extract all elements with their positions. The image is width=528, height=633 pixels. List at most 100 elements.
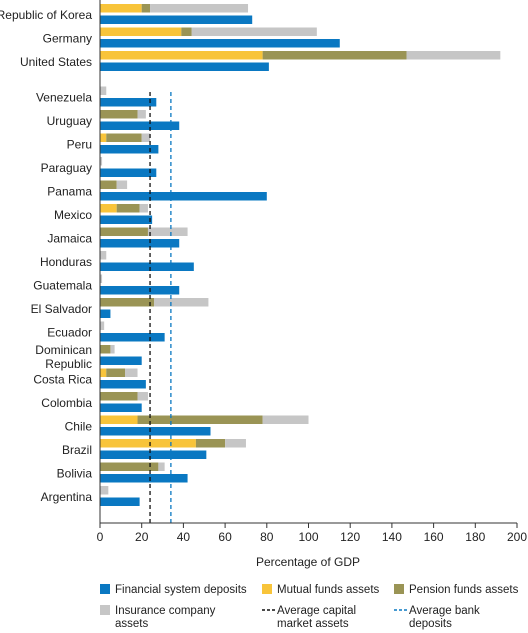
bar-deposits-brazil bbox=[100, 450, 207, 459]
legend-swatch-deposits bbox=[100, 584, 110, 594]
bar-deposits-mexico bbox=[100, 215, 153, 224]
legend-swatch-mutual bbox=[262, 584, 272, 594]
bar-pension-peru bbox=[106, 133, 142, 142]
legend-label-pension: Pension funds assets bbox=[409, 584, 519, 596]
bar-pension-brazil bbox=[195, 439, 226, 448]
bar-pension-chile bbox=[137, 415, 263, 424]
bar-insurance-argentina bbox=[100, 486, 109, 495]
bar-insurance-venezuela bbox=[100, 86, 107, 95]
bar-deposits-colombia bbox=[100, 403, 142, 412]
bar-pension-jamaica bbox=[100, 227, 148, 236]
bar-insurance-jamaica bbox=[147, 227, 188, 236]
bar-insurance-honduras bbox=[100, 251, 107, 260]
category-label-united-states: United States bbox=[20, 55, 92, 69]
bar-deposits-costa-rica bbox=[100, 380, 146, 389]
category-label-republic-of-korea: Republic of Korea bbox=[0, 8, 92, 22]
category-label-ecuador: Ecuador bbox=[47, 326, 92, 340]
category-label-chile: Chile bbox=[65, 420, 93, 434]
category-label-panama: Panama bbox=[47, 185, 92, 199]
legend-label-avg-bank: Average bank deposits bbox=[409, 605, 480, 630]
bar-deposits-peru bbox=[100, 145, 159, 154]
x-axis-label: Percentage of GDP bbox=[256, 555, 360, 569]
bar-insurance-brazil bbox=[225, 439, 246, 448]
x-axis: 0 20 40 60 80 100 120 140 160 180 200 bbox=[97, 0, 527, 544]
x-tick-label-180: 180 bbox=[465, 530, 485, 544]
bar-insurance-costa-rica bbox=[125, 368, 138, 377]
bar-deposits-el-salvador bbox=[100, 309, 111, 318]
bar-mutual-brazil bbox=[100, 439, 196, 448]
bar-insurance-germany bbox=[191, 27, 317, 36]
bar-pension-bolivia bbox=[100, 462, 159, 471]
category-label-dominican-republic: Dominican Republic bbox=[35, 343, 92, 371]
bar-deposits-germany bbox=[100, 39, 340, 48]
category-label-jamaica: Jamaica bbox=[47, 232, 92, 246]
category-label-paraguay: Paraguay bbox=[41, 161, 92, 175]
bar-insurance-republic-of-korea bbox=[150, 4, 249, 13]
bar-deposits-argentina bbox=[100, 497, 140, 506]
category-label-el-salvador: El Salvador bbox=[31, 302, 92, 316]
bars-layer bbox=[100, 4, 501, 506]
category-label-colombia: Colombia bbox=[41, 396, 92, 410]
bar-deposits-united-states bbox=[100, 62, 269, 71]
reference-lines bbox=[149, 92, 172, 523]
category-label-honduras: Honduras bbox=[40, 255, 92, 269]
category-label-bolivia: Bolivia bbox=[57, 467, 93, 481]
bar-pension-republic-of-korea bbox=[141, 4, 151, 13]
bar-insurance-el-salvador bbox=[154, 298, 209, 307]
x-tick-label-140: 140 bbox=[382, 530, 402, 544]
bar-insurance-ecuador bbox=[100, 321, 105, 330]
category-label-brazil: Brazil bbox=[62, 443, 92, 457]
legend-label-insurance: Insurance company assets bbox=[115, 605, 216, 630]
bar-mutual-republic-of-korea bbox=[100, 4, 142, 13]
bar-deposits-honduras bbox=[100, 262, 194, 271]
bar-mutual-united-states bbox=[100, 51, 263, 60]
bar-insurance-mexico bbox=[139, 204, 148, 213]
x-tick-label-100: 100 bbox=[298, 530, 318, 544]
legend-label-mutual: Mutual funds assets bbox=[277, 584, 380, 596]
bar-deposits-chile bbox=[100, 427, 211, 436]
x-tick-label-20: 20 bbox=[135, 530, 149, 544]
bar-pension-uruguay bbox=[100, 110, 138, 119]
bar-deposits-republic-of-korea bbox=[100, 15, 253, 24]
category-label-guatemala: Guatemala bbox=[33, 279, 92, 293]
bar-pension-united-states bbox=[262, 51, 407, 60]
bar-mutual-chile bbox=[100, 415, 138, 424]
x-tick-label-80: 80 bbox=[260, 530, 274, 544]
bar-deposits-uruguay bbox=[100, 121, 180, 130]
bar-deposits-ecuador bbox=[100, 333, 165, 342]
bar-insurance-uruguay bbox=[137, 110, 146, 119]
bar-pension-germany bbox=[181, 27, 192, 36]
bar-insurance-peru bbox=[141, 133, 151, 142]
bar-insurance-chile bbox=[262, 415, 309, 424]
x-tick-label-60: 60 bbox=[218, 530, 232, 544]
bar-pension-colombia bbox=[100, 392, 138, 401]
x-tick-label-0: 0 bbox=[97, 530, 104, 544]
category-label-argentina: Argentina bbox=[41, 490, 93, 504]
bar-deposits-paraguay bbox=[100, 168, 157, 177]
bar-deposits-venezuela bbox=[100, 98, 157, 107]
bar-deposits-guatemala bbox=[100, 286, 180, 295]
bar-mutual-costa-rica bbox=[100, 368, 107, 377]
x-tick-label-40: 40 bbox=[177, 530, 191, 544]
bar-pension-dominican-republic bbox=[100, 345, 111, 354]
bar-insurance-colombia bbox=[137, 392, 148, 401]
bar-insurance-united-states bbox=[406, 51, 501, 60]
bar-mutual-mexico bbox=[100, 204, 117, 213]
bar-deposits-dominican-republic bbox=[100, 356, 142, 365]
x-tick-label-120: 120 bbox=[340, 530, 360, 544]
bar-insurance-panama bbox=[116, 180, 128, 189]
legend-swatch-pension bbox=[394, 584, 404, 594]
legend-label-avg-capital: Average capital market assets bbox=[277, 605, 356, 630]
bar-insurance-paraguay bbox=[100, 157, 103, 166]
category-label-uruguay: Uruguay bbox=[47, 114, 92, 128]
category-labels: Republic of Korea Germany United States Ven… bbox=[0, 8, 92, 504]
bar-deposits-jamaica bbox=[100, 239, 180, 248]
x-tick-label-200: 200 bbox=[507, 530, 527, 544]
bar-pension-mexico bbox=[116, 204, 140, 213]
bar-pension-costa-rica bbox=[106, 368, 126, 377]
category-label-costa-rica: Costa Rica bbox=[33, 373, 92, 387]
bar-mutual-germany bbox=[100, 27, 182, 36]
bar-pension-panama bbox=[100, 180, 117, 189]
bar-mutual-peru bbox=[100, 133, 107, 142]
bar-insurance-bolivia bbox=[158, 462, 165, 471]
